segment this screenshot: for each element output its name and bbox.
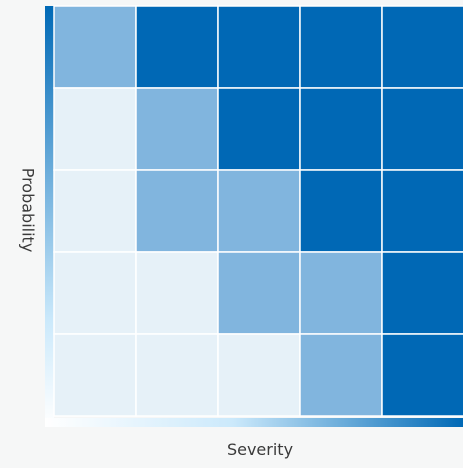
heatmap-cell-r4-c1 [53,251,137,335]
y-axis-label: Probability [18,167,38,253]
heatmap-cell-r2-c2 [135,87,219,171]
heatmap-cell-r1-c1 [53,5,137,89]
x-axis-gradient-bar [45,418,463,427]
heatmap-cell-r4-c4 [299,251,383,335]
heatmap-cell-r1-c2 [135,5,219,89]
heatmap-cell-r4-c2 [135,251,219,335]
y-axis-gradient-bar [45,6,54,426]
heatmap-cell-r3-c1 [53,169,137,253]
heatmap-cell-r1-c3 [217,5,301,89]
heatmap-cell-r5-c2 [135,333,219,417]
heatmap-cell-r1-c4 [299,5,383,89]
heatmap-cell-r3-c3 [217,169,301,253]
heatmap-cell-r4-c5 [381,251,463,335]
heatmap-cell-r2-c3 [217,87,301,171]
heatmap-cell-r2-c1 [53,87,137,171]
heatmap-cells [53,5,463,417]
heatmap-cell-r5-c1 [53,333,137,417]
heatmap-cell-r2-c5 [381,87,463,171]
heatmap-cell-r5-c5 [381,333,463,417]
heatmap-cell-r5-c4 [299,333,383,417]
heatmap-cell-r3-c5 [381,169,463,253]
heatmap-cell-r2-c4 [299,87,383,171]
heatmap-cell-r1-c5 [381,5,463,89]
heatmap-cell-r5-c3 [217,333,301,417]
heatmap-cell-r4-c3 [217,251,301,335]
x-axis-label: Severity [226,440,294,459]
heatmap-cell-r3-c2 [135,169,219,253]
heatmap-cell-r3-c4 [299,169,383,253]
